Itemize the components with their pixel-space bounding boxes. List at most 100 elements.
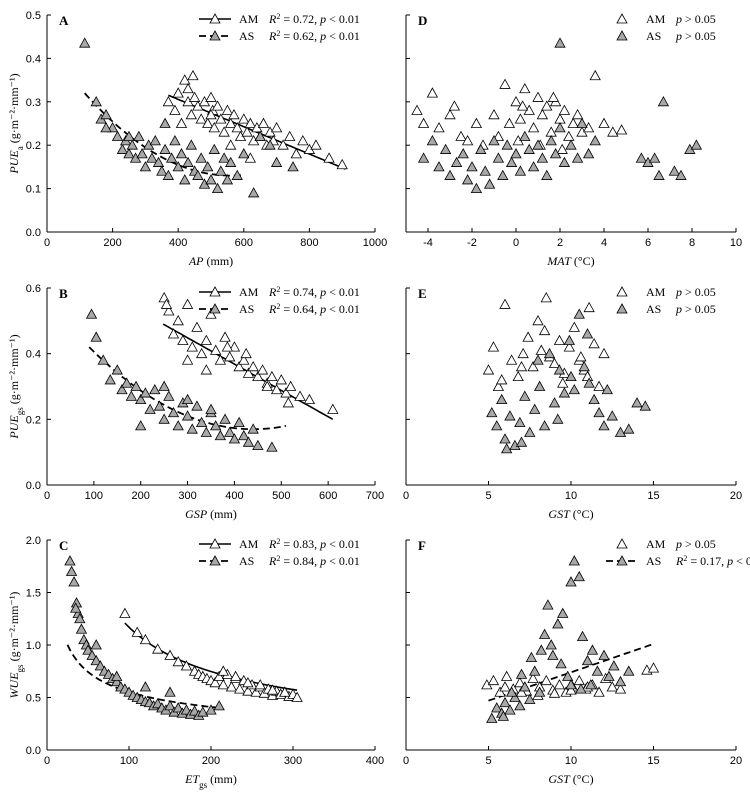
- data-point-am: [119, 607, 131, 618]
- data-point-as: [565, 679, 577, 690]
- data-point-as: [111, 670, 123, 681]
- data-point-am: [242, 676, 254, 688]
- data-point-as: [219, 413, 231, 424]
- y-tick-label: 0.5: [26, 693, 41, 705]
- data-point-am: [593, 380, 605, 391]
- data-point-am: [205, 91, 217, 102]
- data-point-am: [583, 301, 595, 313]
- data-point-as: [82, 644, 94, 655]
- y-axis-title: PUEa (g·m⁻²·mm⁻¹): [7, 73, 25, 174]
- data-point-am: [290, 148, 302, 159]
- data-point-as: [573, 570, 585, 582]
- data-point-am: [487, 341, 500, 352]
- data-point-am: [558, 104, 571, 115]
- data-point-am: [417, 117, 430, 128]
- x-tick-label: 200: [202, 755, 220, 767]
- legend-marker-as: [209, 30, 221, 41]
- data-point-as: [562, 670, 574, 681]
- data-point-as: [497, 710, 510, 721]
- data-point-am: [327, 403, 339, 414]
- x-tick-label: 15: [647, 490, 659, 502]
- data-point-as: [568, 383, 580, 395]
- data-point-am: [225, 117, 237, 128]
- data-point-am: [571, 108, 584, 120]
- data-point-am: [448, 100, 461, 111]
- y-tick-label: 2.0: [26, 535, 41, 547]
- data-point-as: [542, 599, 554, 610]
- data-point-am: [553, 679, 566, 690]
- data-point-am: [516, 100, 529, 111]
- data-point-as: [90, 95, 102, 107]
- data-point-as: [576, 117, 588, 128]
- legend-marker-as: [616, 30, 628, 41]
- data-point-am: [536, 108, 549, 120]
- x-tick-label: 2: [557, 237, 563, 249]
- data-point-as: [497, 169, 509, 180]
- data-point-as: [153, 400, 166, 411]
- y-tick-label: 0.0: [26, 745, 41, 757]
- data-point-as: [205, 704, 217, 715]
- data-point-as: [514, 165, 527, 176]
- data-point-as: [461, 174, 474, 185]
- data-point-as: [90, 654, 102, 666]
- data-point-as: [538, 420, 551, 431]
- x-tick-label: 5: [485, 490, 491, 502]
- legend-stat-as: R2 = 0.17, p < 0.01: [675, 554, 750, 569]
- data-point-as: [501, 139, 513, 150]
- data-point-am: [195, 113, 207, 124]
- data-point-as: [565, 139, 577, 150]
- data-point-as: [565, 370, 577, 382]
- legend-marker-as: [616, 303, 628, 314]
- data-point-as: [514, 700, 526, 711]
- data-point-as: [139, 161, 152, 172]
- data-point-as: [543, 347, 556, 359]
- data-point-as: [581, 328, 594, 339]
- data-point-am: [214, 354, 227, 365]
- data-point-as: [94, 660, 106, 671]
- legend-stat-as: R2 = 0.84, p < 0.01: [268, 554, 360, 569]
- y-tick-label: 0.3: [26, 97, 41, 109]
- legend-marker-as: [616, 555, 628, 566]
- data-point-as: [557, 607, 569, 618]
- data-point-as: [675, 169, 687, 180]
- legend-label-am: AM: [646, 12, 666, 26]
- data-point-as: [548, 397, 561, 408]
- y-tick-label: 0.6: [26, 283, 41, 295]
- data-point-am: [188, 91, 201, 102]
- data-point-am: [310, 139, 322, 150]
- data-point-am: [225, 681, 238, 692]
- data-point-as: [264, 139, 276, 150]
- data-point-am: [247, 360, 259, 372]
- data-point-as: [524, 693, 536, 704]
- data-point-am: [303, 393, 316, 405]
- data-point-as: [568, 555, 580, 566]
- data-point-as: [247, 187, 260, 198]
- x-tick-label: 200: [103, 237, 121, 249]
- data-point-as: [192, 169, 204, 180]
- data-point-as: [158, 380, 170, 391]
- x-tick-label: 20: [730, 490, 742, 502]
- data-point-am: [172, 655, 184, 667]
- x-tick-label: 500: [272, 490, 290, 502]
- data-point-as: [547, 649, 559, 660]
- data-point-as: [541, 169, 553, 180]
- data-point-as: [553, 364, 566, 375]
- data-point-am: [499, 298, 511, 309]
- legend-marker-am: [616, 538, 628, 549]
- data-point-as: [571, 152, 584, 163]
- data-point-am: [275, 374, 287, 385]
- x-tick-label: 10: [565, 490, 577, 502]
- data-point-am: [614, 683, 627, 694]
- data-point-as: [598, 649, 610, 660]
- data-point-as: [545, 135, 557, 146]
- panel-A: 0 200 400 600 800 1000 0.0 0.1 0.2 0.3 0.4 0.5 AP (m…: [7, 10, 387, 268]
- x-tick-label: 6: [645, 237, 651, 249]
- data-point-as: [514, 416, 526, 428]
- data-point-am: [210, 344, 222, 355]
- legend-stat-am: R2 = 0.72, p < 0.01: [268, 12, 360, 27]
- data-point-as: [228, 433, 241, 444]
- legend-stat-as: p > 0.05: [675, 29, 716, 43]
- data-point-as: [631, 397, 643, 408]
- data-point-am: [444, 108, 456, 120]
- data-point-am: [213, 670, 225, 681]
